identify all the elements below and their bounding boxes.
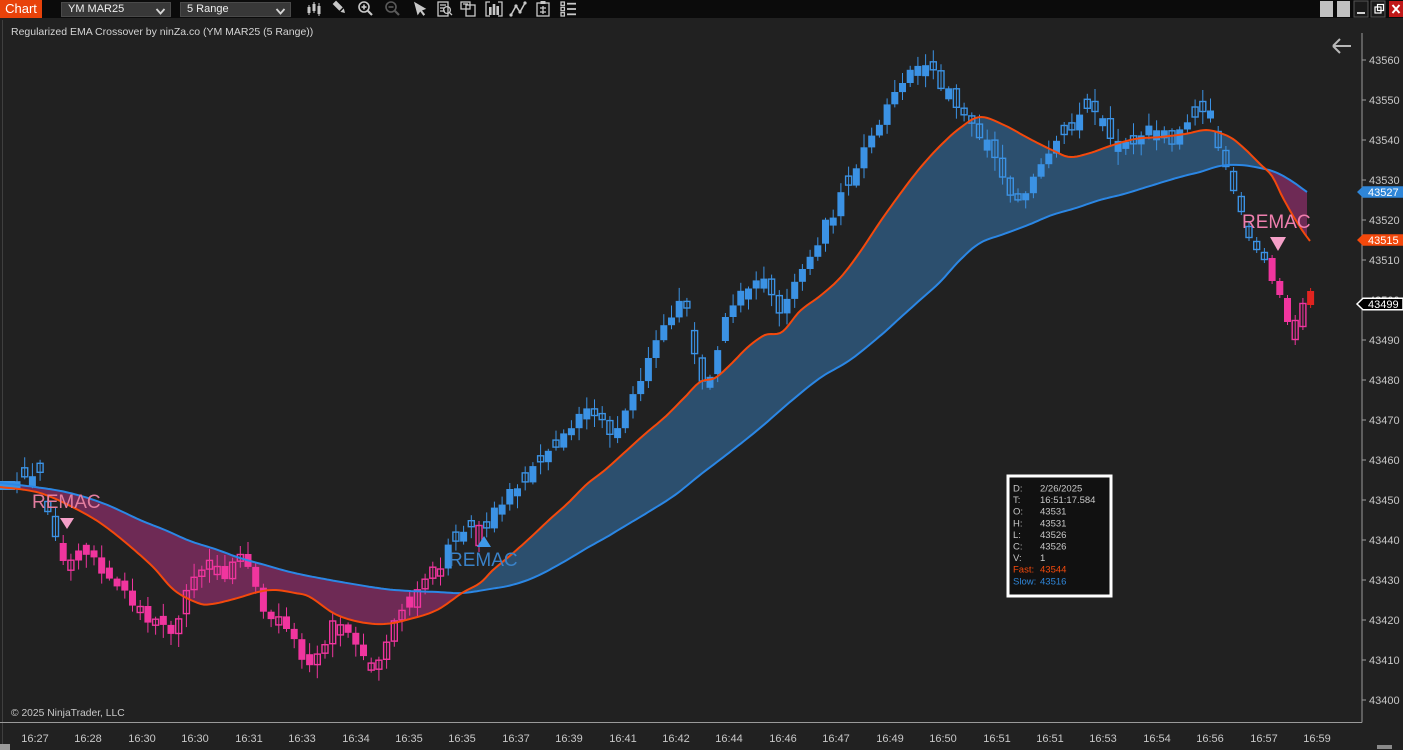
svg-text:43410: 43410	[1369, 655, 1400, 667]
svg-text:43544: 43544	[1040, 565, 1066, 576]
svg-text:V:: V:	[1013, 553, 1022, 564]
svg-text:Fast:: Fast:	[1013, 565, 1034, 576]
svg-text:16:54: 16:54	[1143, 733, 1171, 745]
svg-text:43430: 43430	[1369, 575, 1400, 587]
svg-text:43516: 43516	[1040, 576, 1066, 587]
svg-text:REMAC: REMAC	[32, 492, 101, 513]
svg-text:16:47: 16:47	[822, 733, 850, 745]
svg-text:L:: L:	[1013, 530, 1021, 541]
svg-text:16:49: 16:49	[876, 733, 904, 745]
svg-text:16:30: 16:30	[128, 733, 156, 745]
svg-text:H:: H:	[1013, 518, 1023, 529]
svg-text:43480: 43480	[1369, 375, 1400, 387]
svg-text:16:42: 16:42	[662, 733, 690, 745]
svg-text:O:: O:	[1013, 507, 1023, 518]
svg-text:© 2025 NinjaTrader, LLC: © 2025 NinjaTrader, LLC	[11, 708, 125, 719]
svg-text:2/26/2025: 2/26/2025	[1040, 484, 1082, 495]
svg-text:16:51: 16:51	[983, 733, 1011, 745]
svg-text:16:50: 16:50	[929, 733, 957, 745]
svg-text:43531: 43531	[1040, 507, 1066, 518]
svg-text:16:33: 16:33	[288, 733, 316, 745]
svg-text:16:57: 16:57	[1250, 733, 1278, 745]
svg-text:43520: 43520	[1369, 215, 1400, 227]
svg-text:43499: 43499	[1368, 299, 1399, 311]
svg-text:16:41: 16:41	[609, 733, 637, 745]
svg-text:1: 1	[1040, 553, 1045, 564]
svg-text:43530: 43530	[1369, 175, 1400, 187]
svg-text:D:: D:	[1013, 484, 1023, 495]
svg-text:REMAC: REMAC	[449, 550, 518, 571]
svg-text:43526: 43526	[1040, 542, 1066, 553]
svg-text:43400: 43400	[1369, 695, 1400, 707]
svg-text:43560: 43560	[1369, 55, 1400, 67]
svg-text:43440: 43440	[1369, 535, 1400, 547]
svg-text:16:56: 16:56	[1196, 733, 1224, 745]
svg-text:43540: 43540	[1369, 135, 1400, 147]
svg-text:REMAC: REMAC	[1242, 212, 1311, 233]
svg-text:43531: 43531	[1040, 518, 1066, 529]
svg-text:16:35: 16:35	[448, 733, 476, 745]
svg-text:43550: 43550	[1369, 95, 1400, 107]
svg-text:T:: T:	[1013, 495, 1020, 506]
svg-text:43460: 43460	[1369, 455, 1400, 467]
svg-text:C:: C:	[1013, 542, 1023, 553]
svg-text:16:28: 16:28	[74, 733, 102, 745]
svg-text:43420: 43420	[1369, 615, 1400, 627]
svg-text:16:59: 16:59	[1303, 733, 1331, 745]
svg-text:43515: 43515	[1368, 235, 1399, 247]
svg-text:43450: 43450	[1369, 495, 1400, 507]
svg-text:16:51:17.584: 16:51:17.584	[1040, 495, 1095, 506]
svg-text:16:44: 16:44	[715, 733, 743, 745]
svg-text:43526: 43526	[1040, 530, 1066, 541]
svg-text:16:35: 16:35	[395, 733, 423, 745]
svg-text:16:53: 16:53	[1089, 733, 1117, 745]
svg-text:16:39: 16:39	[555, 733, 583, 745]
svg-text:43490: 43490	[1369, 335, 1400, 347]
svg-text:43470: 43470	[1369, 415, 1400, 427]
svg-text:43527: 43527	[1368, 187, 1399, 199]
svg-text:43510: 43510	[1369, 255, 1400, 267]
svg-text:16:37: 16:37	[502, 733, 530, 745]
svg-text:16:51: 16:51	[1036, 733, 1064, 745]
svg-text:16:31: 16:31	[235, 733, 263, 745]
svg-text:16:46: 16:46	[769, 733, 797, 745]
svg-text:Slow:: Slow:	[1013, 576, 1036, 587]
svg-text:16:30: 16:30	[181, 733, 209, 745]
svg-text:16:27: 16:27	[21, 733, 49, 745]
svg-text:16:34: 16:34	[342, 733, 370, 745]
